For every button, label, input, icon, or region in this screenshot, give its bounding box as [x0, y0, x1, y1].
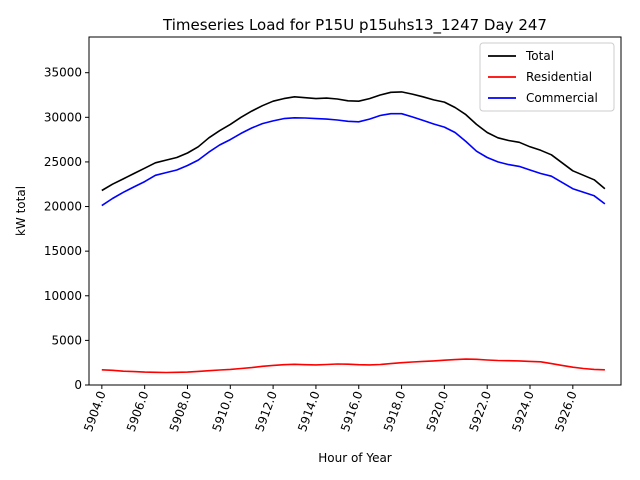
y-tick-label: 15000 — [44, 244, 82, 258]
y-tick-label: 5000 — [51, 333, 82, 347]
x-axis-title: Hour of Year — [318, 451, 392, 465]
y-tick-label: 25000 — [44, 155, 82, 169]
y-tick-label: 35000 — [44, 66, 82, 80]
series-line-commercial — [101, 112, 606, 207]
chart-title: Timeseries Load for P15U p15uhs13_1247 D… — [162, 16, 547, 35]
axes-frame — [88, 36, 622, 386]
series-line-residential — [101, 358, 605, 374]
series-line-total — [101, 91, 606, 192]
y-axis-title: kW total — [14, 186, 28, 236]
legend-label-total: Total — [525, 49, 554, 63]
legend-label-commercial: Commercial — [526, 91, 598, 105]
legend: Total Residential Commercial — [479, 42, 615, 112]
legend-label-residential: Residential — [526, 70, 592, 84]
y-tick-label: 10000 — [44, 289, 82, 303]
y-tick-label: 30000 — [44, 110, 82, 124]
y-tick-label: 20000 — [44, 200, 82, 214]
legend-box — [479, 42, 615, 112]
y-tick-label: 0 — [74, 378, 82, 392]
